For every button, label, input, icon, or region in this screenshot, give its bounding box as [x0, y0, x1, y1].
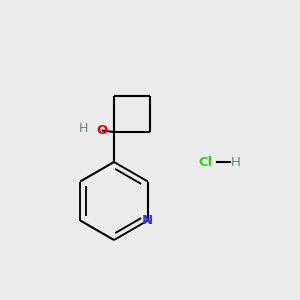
Text: Cl: Cl [198, 155, 213, 169]
Text: O: O [96, 124, 107, 137]
Text: H: H [231, 155, 240, 169]
Text: H: H [78, 122, 88, 135]
Text: N: N [142, 214, 153, 227]
